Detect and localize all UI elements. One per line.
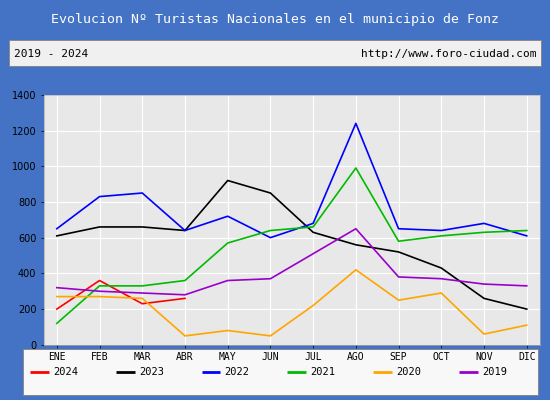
Text: 2021: 2021: [311, 367, 335, 377]
Text: 2024: 2024: [53, 367, 78, 377]
Text: 2019 - 2024: 2019 - 2024: [14, 49, 88, 59]
Text: Evolucion Nº Turistas Nacionales en el municipio de Fonz: Evolucion Nº Turistas Nacionales en el m…: [51, 13, 499, 26]
Text: 2022: 2022: [225, 367, 250, 377]
Text: http://www.foro-ciudad.com: http://www.foro-ciudad.com: [361, 49, 536, 59]
Text: 2019: 2019: [482, 367, 507, 377]
Text: 2023: 2023: [139, 367, 164, 377]
Text: 2020: 2020: [397, 367, 421, 377]
